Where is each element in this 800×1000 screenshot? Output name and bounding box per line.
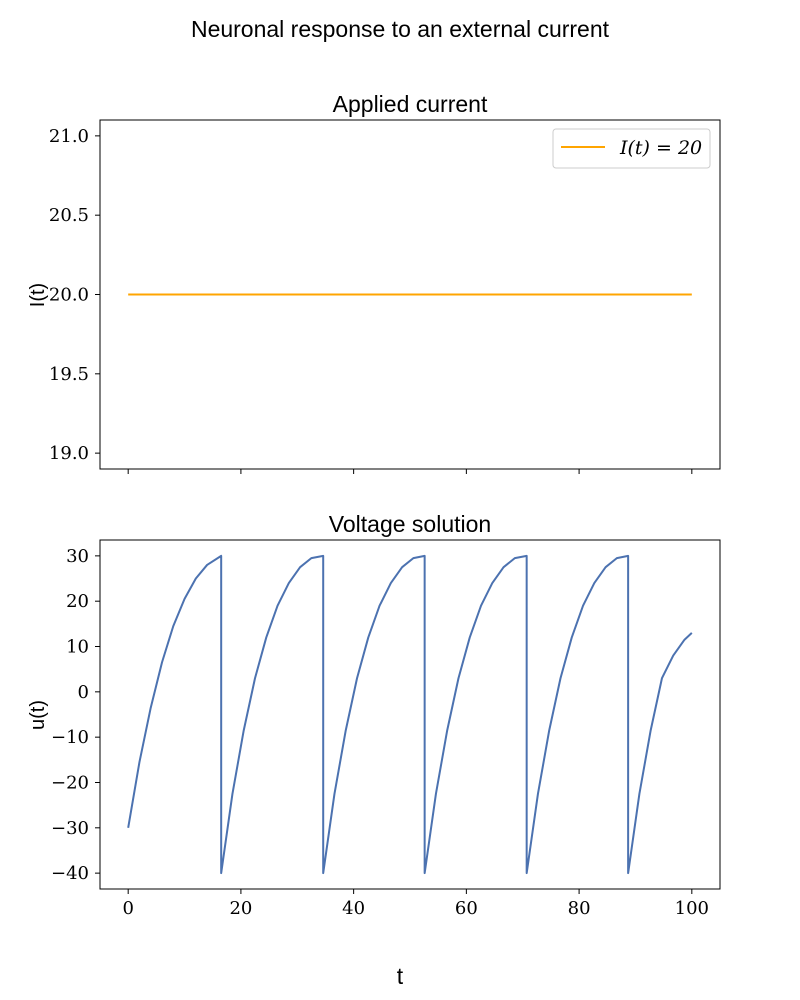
voltage-solution-ytick-label: −40 xyxy=(51,863,89,884)
voltage-solution-xtick-label: 40 xyxy=(342,898,365,919)
legend-box xyxy=(552,128,711,169)
voltage-solution-ytick-label: 0 xyxy=(78,682,89,703)
applied-current-legend: I(t) = 20 xyxy=(552,128,711,169)
applied-current-title: Applied current xyxy=(333,91,488,117)
applied-current-ytick-label: 19.5 xyxy=(49,364,89,385)
applied-current-marks: 19.0 19.5 20.0 20.5 21.0 xyxy=(49,126,693,474)
voltage-solution-title: Voltage solution xyxy=(329,511,491,537)
voltage-solution-xtick-label: 60 xyxy=(455,898,478,919)
voltage-solution-axes-frame xyxy=(99,539,721,890)
voltage-solution-xtick-label: 20 xyxy=(229,898,252,919)
voltage-solution-ytick-label: 10 xyxy=(66,637,89,658)
voltage-solution-panel: Voltage solution u(t) −40 −30 −20 −10 0 10 20 3… xyxy=(27,511,721,919)
applied-current-axes-frame xyxy=(99,119,721,470)
applied-current-panel: Applied current I(t) 19.0 19.5 20.0 20.5 21.… xyxy=(27,91,721,474)
figure-xlabel: t xyxy=(397,963,404,989)
figure-suptitle: Neuronal response to an external current xyxy=(191,16,610,42)
voltage-solution-ytick-label: 20 xyxy=(66,591,89,612)
voltage-solution-xtick-label: 100 xyxy=(675,898,709,919)
voltage-solution-ytick-label: −10 xyxy=(51,727,89,748)
voltage-solution-marks: −40 −30 −20 −10 0 10 20 30 0 20 40 60 80 100 xyxy=(51,546,709,919)
voltage-solution-ytick-label: −20 xyxy=(51,772,89,793)
applied-current-ytick-label: 20.0 xyxy=(49,285,89,306)
voltage-solution-ylabel: u(t) xyxy=(27,700,49,730)
applied-current-ytick-label: 21.0 xyxy=(49,126,89,147)
legend-entry-label: I(t) = 20 xyxy=(619,137,702,159)
voltage-solution-ytick-label: −30 xyxy=(51,818,89,839)
voltage-solution-xtick-label: 0 xyxy=(122,898,133,919)
applied-current-ytick-label: 20.5 xyxy=(49,205,89,226)
applied-current-ylabel: I(t) xyxy=(27,283,49,307)
applied-current-ytick-label: 19.0 xyxy=(49,443,89,464)
voltage-solution-ytick-label: 30 xyxy=(66,546,89,567)
voltage-solution-xtick-label: 80 xyxy=(568,898,591,919)
voltage-solution-series-line xyxy=(127,554,693,875)
